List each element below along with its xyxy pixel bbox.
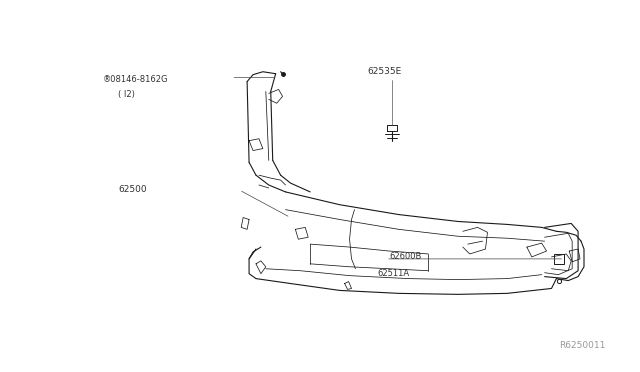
Text: 62500: 62500 xyxy=(118,185,147,195)
Text: ( I2): ( I2) xyxy=(118,90,135,99)
Text: 62535E: 62535E xyxy=(367,67,401,76)
Text: 62600B: 62600B xyxy=(389,253,421,262)
Text: R6250011: R6250011 xyxy=(559,341,605,350)
Bar xyxy=(554,254,564,264)
Text: ®08146-8162G: ®08146-8162G xyxy=(103,75,169,84)
Text: 62511A: 62511A xyxy=(377,269,409,278)
